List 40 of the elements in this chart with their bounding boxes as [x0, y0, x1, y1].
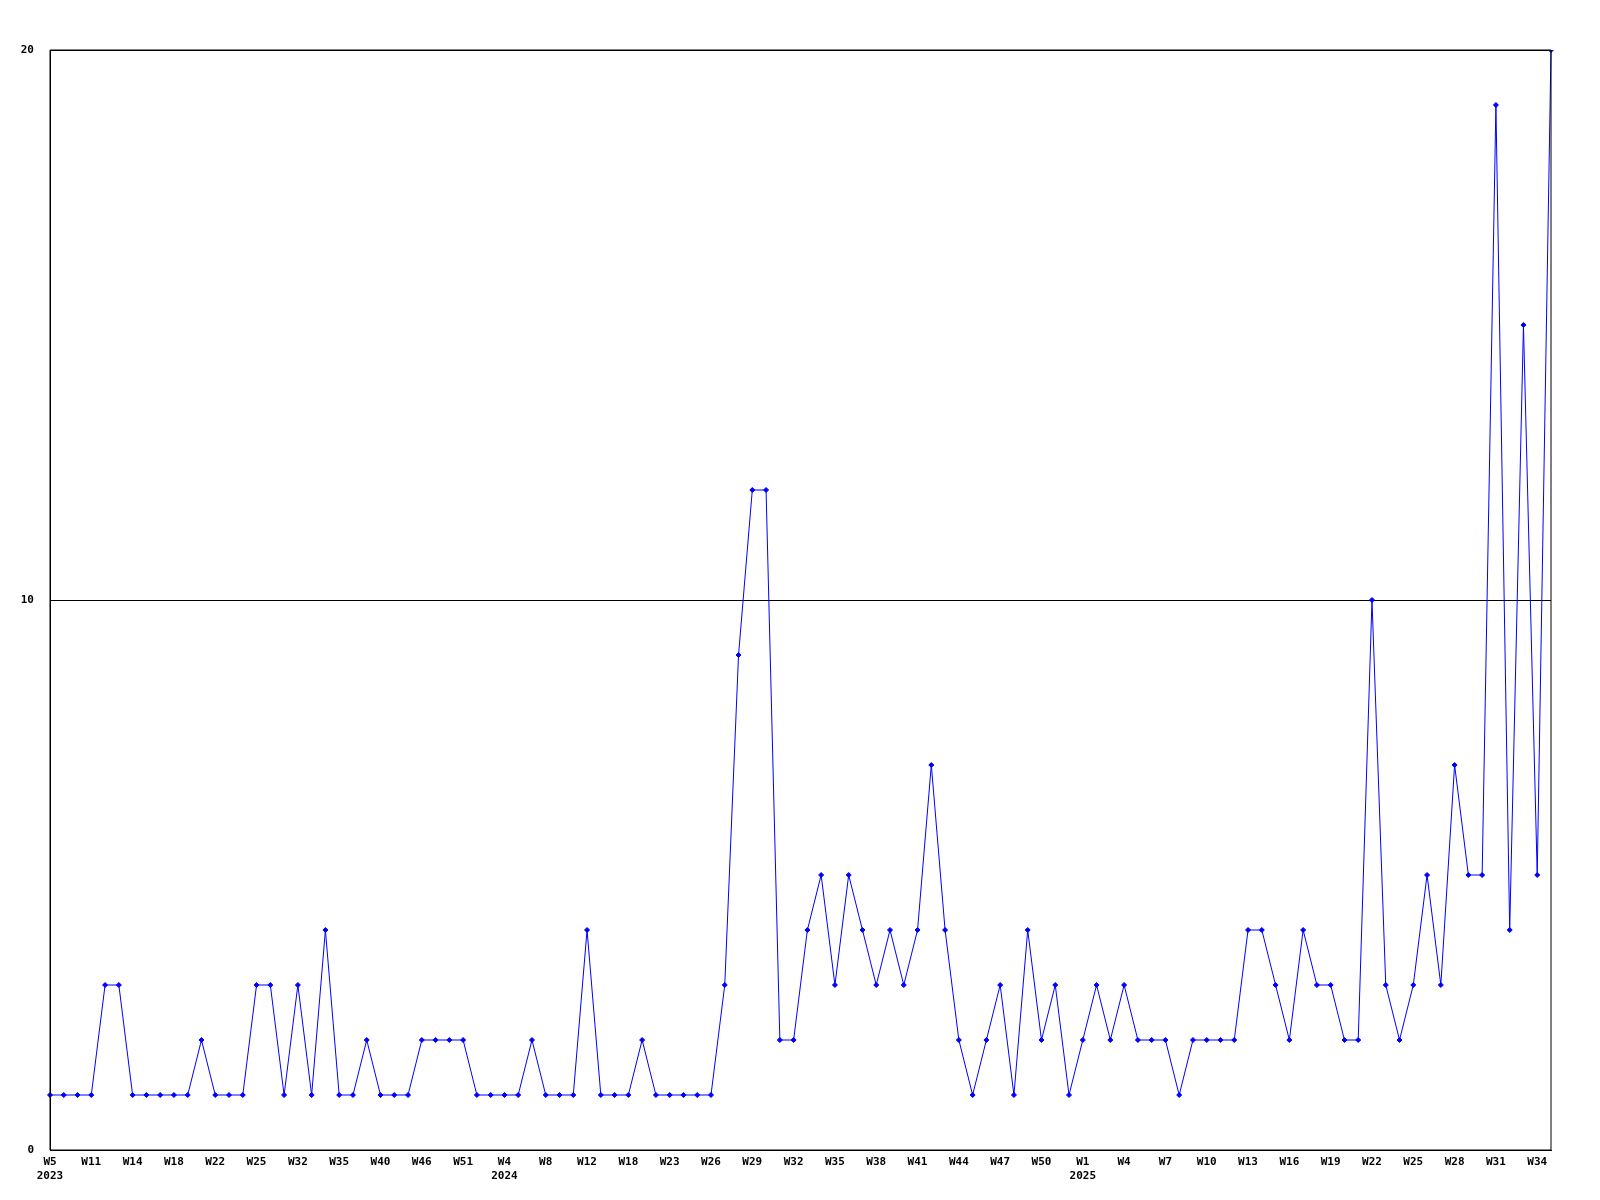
- y-tick-label: 0: [27, 1142, 34, 1156]
- x-tick-label: W31: [1485, 1155, 1507, 1169]
- x-tick-label: W38: [866, 1155, 887, 1169]
- x-tick-label: W40: [370, 1155, 391, 1169]
- x-tick-label: W25: [1403, 1155, 1424, 1169]
- x-tick-label: W22: [205, 1155, 226, 1169]
- x-tick-label: W5 2023: [36, 1155, 64, 1182]
- x-tick-label: W32: [287, 1155, 308, 1169]
- x-tick-label: W35: [824, 1155, 845, 1169]
- x-tick-label: W14: [122, 1155, 143, 1169]
- y-tick-label: 10: [20, 592, 34, 606]
- x-tick-label: W23: [659, 1155, 680, 1169]
- x-tick-label: W18: [618, 1155, 639, 1169]
- x-tick-label: W25: [246, 1155, 267, 1169]
- x-tick-label: W4: [1117, 1155, 1132, 1169]
- x-tick-label: W35: [329, 1155, 350, 1169]
- x-tick-label: W4 2024: [491, 1155, 519, 1182]
- x-tick-label: W46: [411, 1155, 433, 1169]
- x-tick-label: W29: [742, 1155, 763, 1169]
- x-tick-label: W12: [577, 1155, 597, 1169]
- x-tick-label: W1 2025: [1069, 1155, 1097, 1182]
- x-tick-label: W22: [1362, 1155, 1382, 1169]
- x-tick-label: W41: [907, 1155, 928, 1169]
- x-tick-label: W16: [1279, 1155, 1300, 1169]
- x-tick-label: W26: [701, 1155, 722, 1169]
- x-tick-label: W8: [539, 1155, 553, 1169]
- x-tick-label: W28: [1444, 1155, 1465, 1169]
- x-tick-label: W18: [164, 1155, 184, 1169]
- x-tick-label: W34: [1527, 1155, 1548, 1169]
- x-tick-label: W11: [81, 1155, 102, 1169]
- x-tick-label: W19: [1320, 1155, 1341, 1169]
- x-tick-label: W10: [1196, 1155, 1217, 1169]
- x-tick-label: W47: [990, 1155, 1011, 1169]
- x-tick-label: W50: [1031, 1155, 1052, 1169]
- x-tick-label: W32: [783, 1155, 804, 1169]
- x-tick-label: W13: [1238, 1155, 1258, 1169]
- y-tick-label: 20: [20, 42, 34, 56]
- x-tick-label: W44: [948, 1155, 970, 1169]
- x-tick-label: W51: [453, 1155, 474, 1169]
- x-tick-label: W7: [1158, 1155, 1173, 1169]
